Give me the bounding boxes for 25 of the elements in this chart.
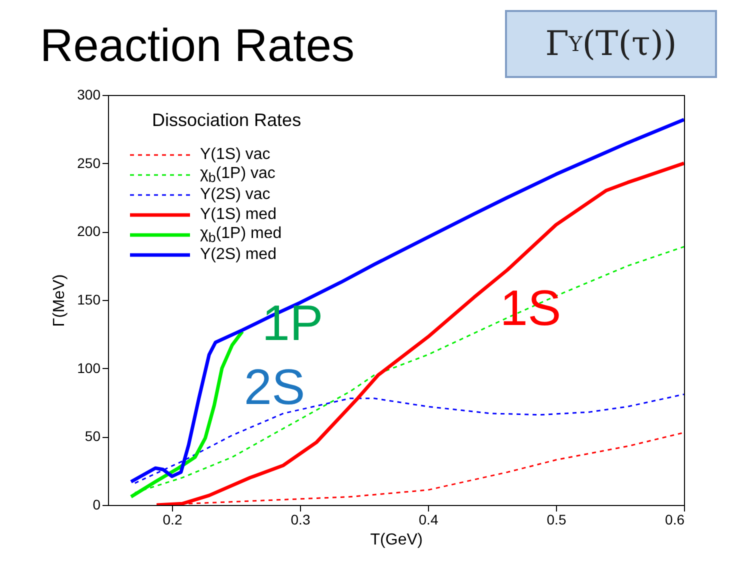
y-axis-title: Γ(MeV) bbox=[51, 274, 68, 327]
y-tick-label: 0 bbox=[92, 496, 101, 512]
legend-title: Dissociation Rates bbox=[152, 110, 302, 131]
legend-label: χ$_{b}$(1P) vac bbox=[200, 164, 276, 186]
y-tick-label: 150 bbox=[77, 292, 101, 308]
y-tick-label: 250 bbox=[77, 154, 101, 171]
annotation: 2S bbox=[244, 359, 306, 415]
y-tick-label: 100 bbox=[77, 360, 101, 376]
x-tick-label: 0.4 bbox=[418, 512, 438, 528]
legend-label: Υ(1S) med bbox=[200, 206, 276, 224]
x-tick-label: 0.6 bbox=[665, 512, 685, 528]
annotation: 1P bbox=[262, 295, 324, 351]
legend-label: Υ(1S) vac bbox=[200, 146, 270, 164]
y-tick-label: 50 bbox=[84, 428, 101, 444]
annotation: 1S bbox=[500, 280, 562, 336]
chart-title: Reaction Rates bbox=[40, 18, 354, 72]
legend-label: Υ(2S) med bbox=[200, 246, 276, 264]
legend-label: Υ(2S) vac bbox=[200, 186, 270, 204]
x-tick-label: 0.2 bbox=[162, 512, 182, 528]
x-axis-title: T(GeV) bbox=[370, 532, 423, 548]
legend-label: χ$_{b}$(1P) med bbox=[200, 224, 282, 246]
y-tick-label: 200 bbox=[77, 223, 101, 240]
x-tick-label: 0.5 bbox=[546, 512, 566, 528]
y-tick-label: 300 bbox=[77, 86, 101, 102]
x-tick-label: 0.3 bbox=[290, 512, 310, 528]
